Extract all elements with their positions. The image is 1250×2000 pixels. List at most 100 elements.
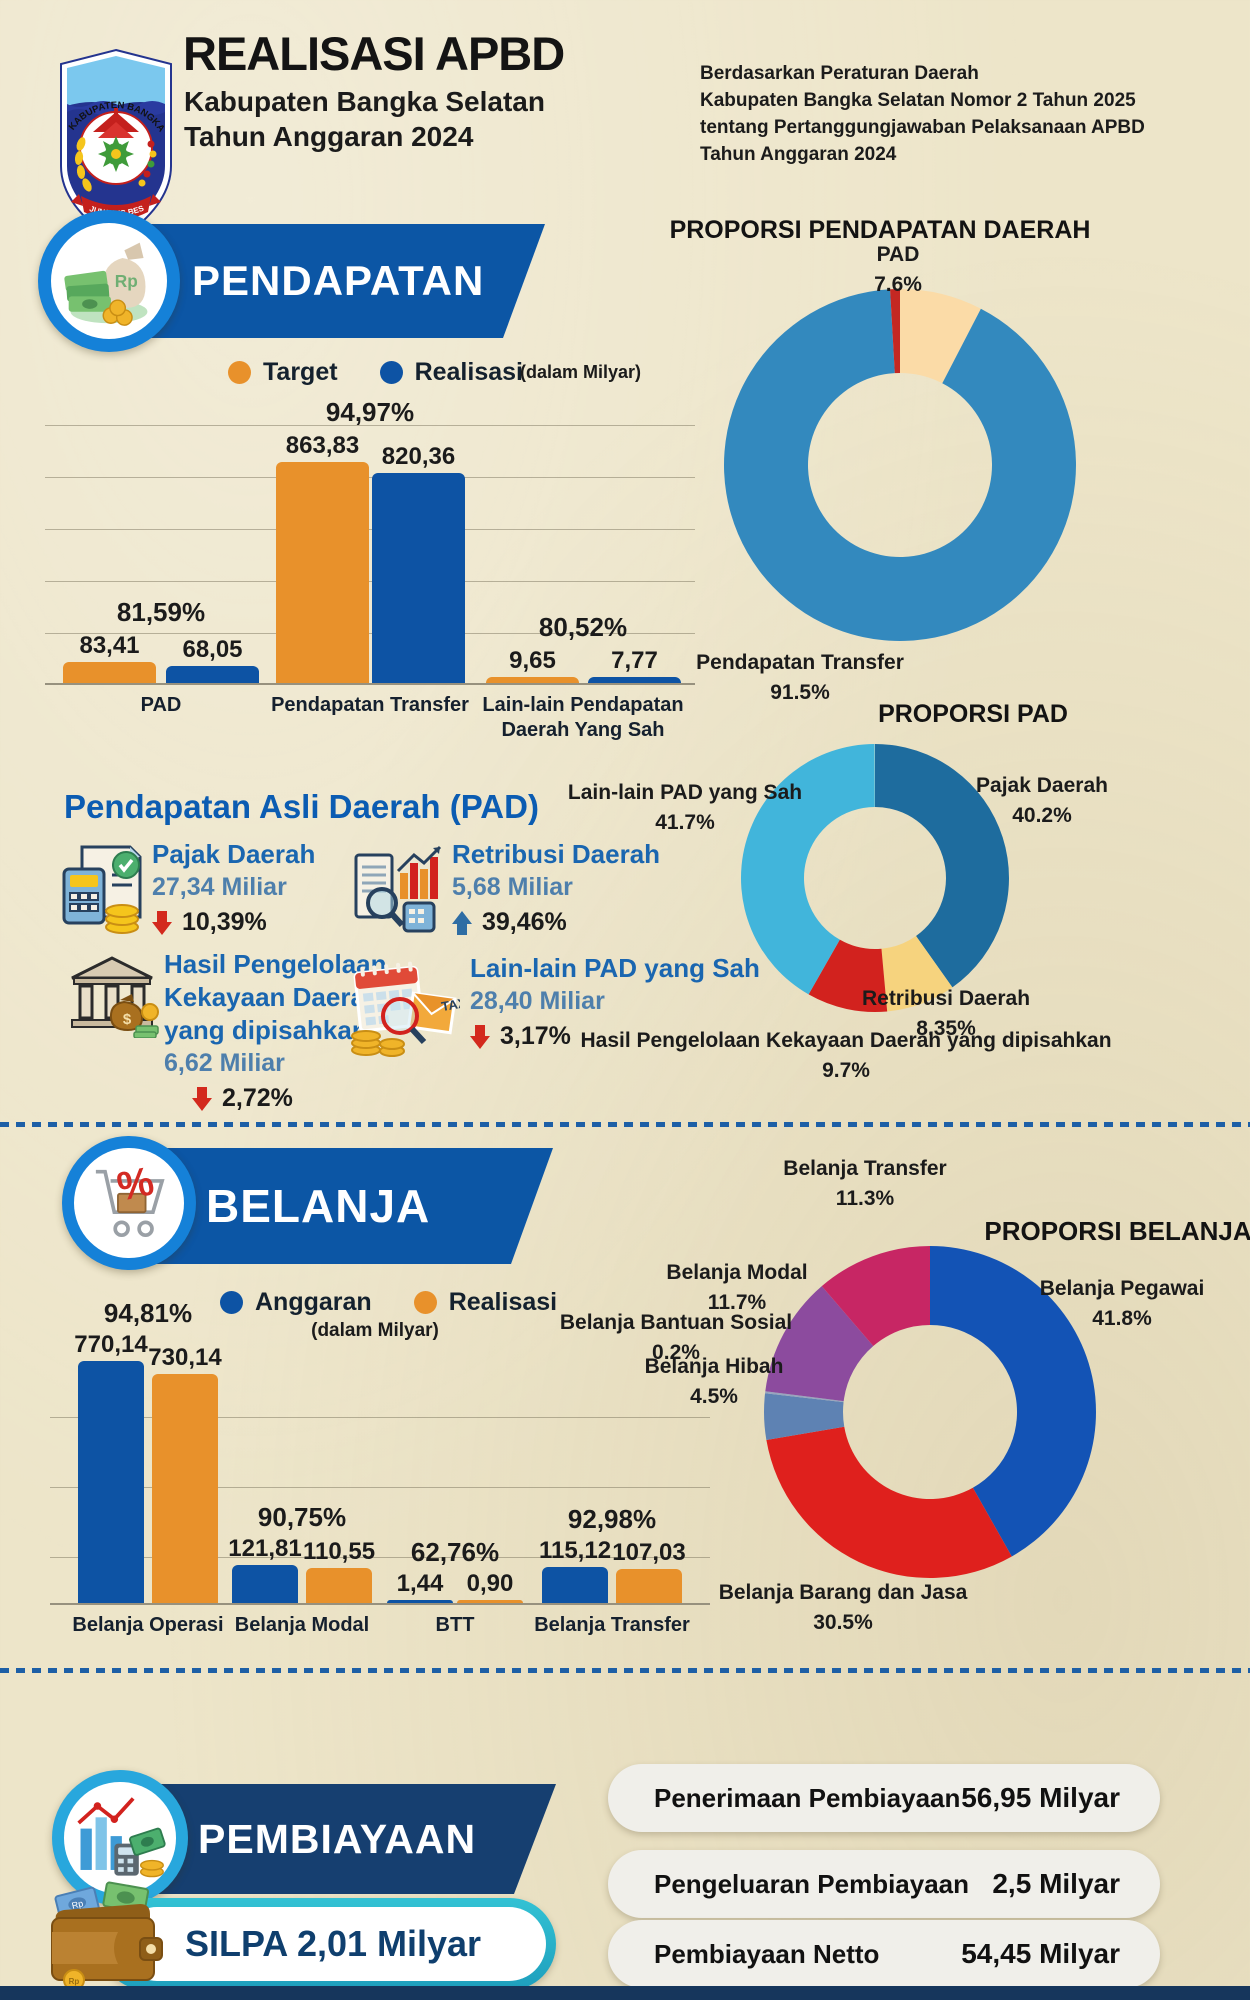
- page-subtitle-year: Tahun Anggaran 2024: [184, 121, 474, 152]
- bar-value-label: 110,55: [302, 1538, 376, 1566]
- report-magnifier-icon: [352, 845, 444, 935]
- pad-item-name: Pajak Daerah: [152, 839, 316, 869]
- pendapatan-donut-title: PROPORSI PENDAPATAN DAERAH: [669, 216, 1091, 244]
- donut-slice-label: Belanja Hibah 4.5%: [644, 1355, 784, 1408]
- donut-slice-hasil-pengelolaan-kekayaan-daerah-yang-dipisahkan: [808, 939, 888, 1012]
- shopping-cart-icon: %: [74, 1148, 184, 1258]
- pad-donut-title: PROPORSI PAD: [878, 700, 1068, 728]
- donut-slice-belanja-transfer: [821, 1246, 930, 1347]
- pembiayaan-banner-label: PEMBIAYAAN: [198, 1815, 477, 1862]
- svg-text:Rp: Rp: [69, 1977, 80, 1986]
- donut-slice-label: Hasil Pengelolaan Kekayaan Daerah yang d…: [580, 1029, 1112, 1082]
- donut-chart-svg: [723, 289, 1076, 641]
- donut-slice-label: Lain-lain PAD yang Sah 41.7%: [567, 781, 803, 834]
- pad-item-retribusi: Retribusi Daerah 5,68 Miliar 39,46%: [452, 838, 702, 937]
- pad-item-value: 6,62 Miliar: [164, 1049, 285, 1077]
- bar-belanja_bar-Anggaran: [542, 1566, 608, 1603]
- anggaran-legend-label: Anggaran: [255, 1288, 372, 1316]
- pill-label: Pembiayaan Netto: [654, 1938, 880, 1969]
- bar-belanja_bar-Anggaran: [78, 1361, 144, 1603]
- gridline: [45, 633, 695, 634]
- pembiayaan-netto-row: Pembiayaan Netto 54,45 Milyar: [608, 1920, 1160, 1988]
- donut-chart-svg: [763, 1246, 1096, 1578]
- donut-chart-svg: [740, 744, 1009, 1012]
- belanja-legend: Anggaran Realisasi: [220, 1288, 587, 1317]
- silpa-pill: SILPA 2,01 Milyar: [100, 1898, 556, 1990]
- pad-item-lain-lain: Lain-lain PAD yang Sah 28,40 Miliar 3,17…: [470, 952, 780, 1051]
- bar-category-label: Pendapatan Transfer: [271, 694, 469, 716]
- pad-item-value: 27,34 Miliar: [152, 873, 287, 901]
- bar-value-label: 863,83: [285, 432, 360, 460]
- pad-item-value: 5,68 Miliar: [452, 873, 573, 901]
- belanja-banner-label: BELANJA: [206, 1180, 431, 1232]
- pendapatan-unit-note: (dalam Milyar): [520, 362, 642, 382]
- donut-slice-belanja-barang-dan-jasa: [766, 1426, 1012, 1578]
- target-legend-dot: [228, 361, 251, 384]
- pad-item-value: 28,40 Miliar: [470, 987, 605, 1015]
- donut-slice-retribusi-daerah: [881, 935, 953, 1012]
- belanja-donut-title: PROPORSI BELANJA: [984, 1216, 1250, 1246]
- bank-building-icon: $: [62, 952, 162, 1039]
- legal-basis-text: Berdasarkan Peraturan Daerah Kabupaten B…: [700, 63, 1145, 165]
- pendapatan-donut-chart: [722, 287, 1078, 648]
- section-divider-dotted: [0, 1668, 1250, 1673]
- donut-slice-label: Belanja Bantuan Sosial 0.2%: [559, 1311, 793, 1364]
- pill-value: 54,45 Milyar: [961, 1938, 1120, 1969]
- pill-label: Pengeluaran Pembiayaan: [654, 1868, 970, 1899]
- pad-item-name: Lain-lain PAD yang Sah: [470, 953, 760, 983]
- donut-slice-label: Belanja Barang dan Jasa 30.5%: [718, 1581, 968, 1634]
- belanja-unit-note: (dalam Milyar): [311, 1320, 439, 1341]
- bar-belanja_bar-Anggaran: [232, 1564, 298, 1603]
- pad-item-change: 3,17%: [470, 1022, 780, 1051]
- pad-donut-chart: [739, 742, 1011, 1019]
- gridline: [45, 477, 695, 478]
- bottom-accent-bar: [0, 1986, 1250, 2000]
- bar-category-label: PAD: [140, 694, 182, 716]
- donut-slice-label: Pendapatan Transfer 91.5%: [696, 651, 904, 704]
- gridline: [45, 425, 695, 426]
- pembiayaan-badge: [52, 1770, 188, 1906]
- bar-pendapatan_bar-Target: [63, 661, 156, 683]
- pad-item-change: 39,46%: [452, 908, 702, 937]
- bar-belanja_bar-Realisasi: [616, 1569, 682, 1603]
- pad-item-change: 10,39%: [152, 908, 382, 937]
- tax-calculator-icon: [60, 843, 148, 935]
- page-subtitle-region: Kabupaten Bangka Selatan: [184, 86, 545, 117]
- pengeluaran-pembiayaan-row: Pengeluaran Pembiayaan 2,5 Milyar: [608, 1850, 1160, 1918]
- pendapatan-bar-chart: 83,41 863,83 9,65 68,05 820,36 7,77 81,59% 94,9…: [45, 397, 695, 741]
- bar-pct-label: 90,75%: [257, 1501, 347, 1532]
- pad-item-pajak: Pajak Daerah 27,34 Miliar 10,39%: [152, 838, 382, 937]
- pendapatan-banner-label: PENDAPATAN: [192, 257, 485, 304]
- donut-slice-belanja-hibah: [763, 1393, 845, 1441]
- bar-pct-label: 92,98%: [567, 1503, 657, 1534]
- svg-text:$: $: [123, 1011, 132, 1028]
- bar-pct-label: 81,59%: [116, 596, 206, 627]
- target-legend-label: Target: [263, 358, 338, 386]
- pill-label: Penerimaan Pembiayaan: [654, 1782, 961, 1813]
- pad-item-hasil-pengelolaan: Hasil Pengelolaan Kekayaan Daerah yang d…: [164, 948, 416, 1113]
- donut-slice-label: Belanja Pegawai 41.8%: [1039, 1277, 1205, 1330]
- pendapatan-badge: Rp: [38, 210, 180, 352]
- bar-value-label: 1,44: [396, 1570, 444, 1597]
- anggaran-legend-dot: [220, 1291, 243, 1314]
- bar-belanja_bar-Realisasi: [152, 1373, 218, 1603]
- bar-value-label: 9,65: [509, 647, 556, 674]
- tax-calendar-icon: TAX: [344, 958, 468, 1058]
- svg-text:Rp: Rp: [71, 1898, 85, 1910]
- bar-pendapatan_bar-Target: [486, 677, 579, 683]
- bar-value-label: 7,77: [611, 647, 658, 674]
- svg-text:Rp: Rp: [115, 271, 138, 291]
- bar-belanja_bar-Realisasi: [306, 1568, 372, 1603]
- pad-item-name: Retribusi Daerah: [452, 839, 661, 869]
- belanja-donut-chart: [762, 1244, 1098, 1585]
- bar-pendapatan_bar-Realisasi: [372, 473, 465, 683]
- bar-value-label: 0,90: [466, 1570, 514, 1597]
- bar-value-label: 83,41: [79, 631, 140, 659]
- wallet-icon: Rp Rp Rp: [44, 1876, 168, 1992]
- realisasi-legend-dot: [413, 1291, 437, 1314]
- money-bag-icon: Rp: [50, 222, 168, 340]
- bar-pendapatan_bar-Realisasi: [588, 677, 681, 683]
- realisasi-legend-dot: [379, 361, 403, 384]
- gridline: [50, 1557, 710, 1558]
